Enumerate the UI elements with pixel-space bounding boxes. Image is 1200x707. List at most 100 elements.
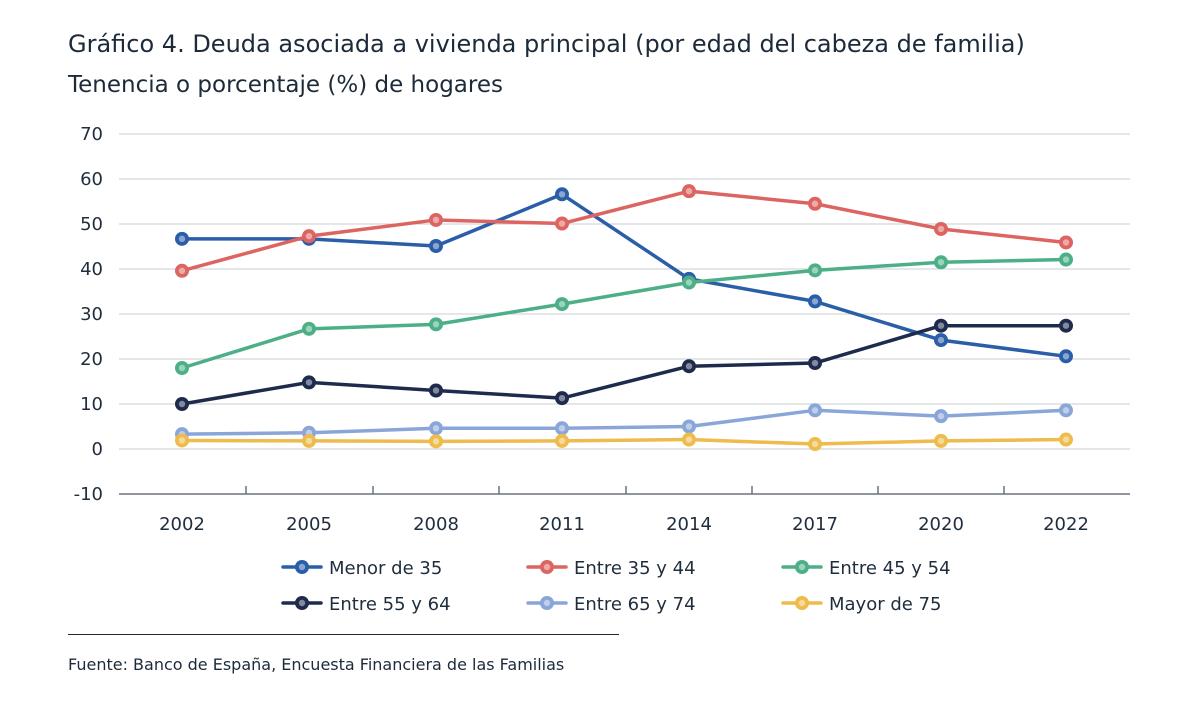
data-point xyxy=(934,409,948,424)
data-point xyxy=(682,184,696,199)
data-point-highlight xyxy=(685,423,693,430)
data-point xyxy=(682,359,696,374)
series-line xyxy=(180,189,1068,273)
data-point-highlight xyxy=(685,363,693,370)
data-point-highlight xyxy=(685,187,693,195)
data-point-highlight xyxy=(811,298,819,305)
data-point-highlight xyxy=(178,267,186,274)
legend-swatch-highlight xyxy=(543,599,551,607)
data-point-highlight xyxy=(178,235,186,243)
data-point xyxy=(175,433,189,448)
data-point xyxy=(555,391,569,406)
data-point-highlight xyxy=(1062,239,1070,246)
chart-title: Gráfico 4. Deuda asociada a vivienda pri… xyxy=(68,30,1025,58)
legend-swatch-marker xyxy=(540,596,554,610)
data-point xyxy=(682,419,696,434)
data-point-highlight xyxy=(937,412,945,420)
data-point-highlight xyxy=(1062,407,1070,414)
data-point xyxy=(555,216,569,231)
data-point xyxy=(555,421,569,436)
data-point xyxy=(934,318,948,333)
data-point xyxy=(808,356,822,371)
data-point xyxy=(682,432,696,447)
data-point-highlight xyxy=(937,322,945,329)
data-point-highlight xyxy=(432,425,440,432)
data-point xyxy=(1059,252,1073,267)
data-point xyxy=(934,255,948,270)
data-point xyxy=(934,333,948,348)
source-divider xyxy=(68,634,619,635)
data-point xyxy=(302,229,316,244)
data-point xyxy=(555,297,569,312)
legend-swatch-highlight xyxy=(798,599,806,607)
legend-swatch-highlight xyxy=(298,563,306,571)
data-point-highlight xyxy=(1062,256,1070,263)
data-point-highlight xyxy=(811,407,819,414)
data-point-highlight xyxy=(305,325,313,333)
data-point-highlight xyxy=(432,242,440,250)
series-line xyxy=(180,408,1068,436)
x-tick-label: 2005 xyxy=(286,514,332,535)
data-point xyxy=(934,221,948,236)
data-point xyxy=(1059,432,1073,447)
data-point xyxy=(429,421,443,436)
legend-swatch-marker xyxy=(540,560,554,574)
data-point-highlight xyxy=(937,225,945,233)
legend-label: Entre 65 y 74 xyxy=(574,594,696,615)
x-tick-label: 2022 xyxy=(1043,514,1089,535)
data-point xyxy=(1059,318,1073,333)
data-point xyxy=(808,403,822,418)
x-tick-label: 2008 xyxy=(413,514,459,535)
series-line xyxy=(180,437,1068,446)
data-point-highlight xyxy=(432,216,440,224)
source-note: Fuente: Banco de España, Encuesta Financ… xyxy=(68,655,565,674)
data-point-highlight xyxy=(811,200,819,207)
data-point-highlight xyxy=(432,321,440,328)
data-point xyxy=(429,212,443,227)
data-point-highlight xyxy=(558,191,566,198)
y-tick-label: 50 xyxy=(80,214,103,235)
x-tick-label: 2017 xyxy=(792,514,838,535)
legend-label: Entre 45 y 54 xyxy=(829,558,951,579)
y-tick-label: 0 xyxy=(92,439,103,460)
legend-swatch-highlight xyxy=(798,563,806,571)
data-point xyxy=(1059,235,1073,250)
data-point-highlight xyxy=(811,267,819,274)
data-point-highlight xyxy=(685,436,693,443)
series-line xyxy=(180,323,1068,406)
legend-swatch-marker xyxy=(295,560,309,574)
x-tick-label: 2014 xyxy=(666,514,712,535)
x-tick-label: 2002 xyxy=(159,514,205,535)
data-point-highlight xyxy=(178,400,186,408)
legend-swatch-marker xyxy=(295,596,309,610)
data-point xyxy=(429,239,443,254)
data-point xyxy=(808,196,822,211)
legend-label: Menor de 35 xyxy=(329,558,442,579)
data-point xyxy=(175,231,189,246)
y-tick-label: 60 xyxy=(80,169,103,190)
data-point-highlight xyxy=(432,387,440,394)
data-point xyxy=(429,383,443,398)
data-point xyxy=(808,294,822,309)
x-tick-label: 2020 xyxy=(918,514,964,535)
data-point-highlight xyxy=(305,379,313,386)
data-point-highlight xyxy=(937,437,945,445)
data-point-highlight xyxy=(178,364,186,372)
legend-label: Mayor de 75 xyxy=(829,594,941,615)
data-point-highlight xyxy=(811,440,819,448)
y-tick-label: 70 xyxy=(80,124,103,145)
y-tick-label: -10 xyxy=(74,484,103,505)
data-point xyxy=(175,263,189,278)
data-point-highlight xyxy=(432,438,440,445)
data-point xyxy=(808,263,822,278)
legend-swatch-highlight xyxy=(298,599,306,607)
legend-swatch-marker xyxy=(795,596,809,610)
legend-swatch-marker xyxy=(795,560,809,574)
data-point xyxy=(175,397,189,411)
data-point-highlight xyxy=(811,359,819,367)
data-point-highlight xyxy=(558,300,566,308)
y-tick-label: 30 xyxy=(80,304,103,325)
data-point-highlight xyxy=(937,336,945,344)
data-point xyxy=(302,321,316,336)
data-point xyxy=(1059,349,1073,364)
